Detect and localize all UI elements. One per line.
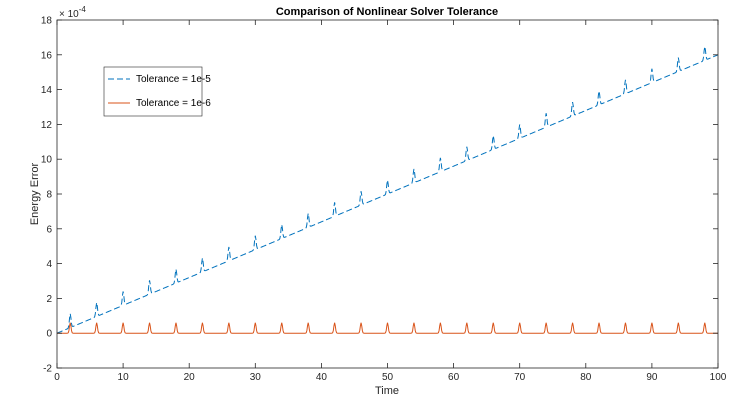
legend-label-tol-1e-5: Tolerance = 1e-5 (136, 74, 211, 85)
chart-title: Comparison of Nonlinear Solver Tolerance (276, 6, 498, 18)
y-tick-label: 4 (46, 259, 52, 270)
legend: Tolerance = 1e-5 Tolerance = 1e-6 (103, 66, 211, 117)
y-tick-label: 12 (41, 120, 53, 131)
series-layer (56, 46, 719, 334)
y-tick-label: 14 (41, 85, 53, 96)
x-tick-label: 60 (448, 372, 460, 383)
x-tick-label: 40 (316, 372, 328, 383)
x-tick-label: 10 (118, 372, 130, 383)
y-exponent-power: -4 (79, 5, 87, 14)
y-tick-label: 18 (41, 16, 53, 27)
x-tick-label: 50 (382, 372, 394, 383)
x-tick-label: 20 (184, 372, 196, 383)
y-tick-label: 10 (41, 155, 53, 166)
legend-box (103, 66, 203, 117)
y-tick-label: -2 (43, 364, 52, 375)
series-line-tol-1e-5 (56, 46, 719, 334)
y-exponent: × 10-4 (59, 5, 86, 20)
x-tick-label: 70 (514, 372, 526, 383)
series-line-tol-1e-6 (57, 322, 718, 334)
x-axis-label: Time (375, 385, 399, 397)
y-axis-label: Energy Error (29, 162, 41, 225)
y-tick-label: 16 (41, 50, 53, 61)
y-exponent-base: × 10 (59, 9, 79, 20)
y-tick-label: 0 (46, 329, 52, 340)
y-tick-label: 8 (46, 190, 52, 201)
y-tick-label: 6 (46, 224, 52, 235)
x-tick-label: 0 (54, 372, 60, 383)
legend-label-tol-1e-6: Tolerance = 1e-6 (136, 98, 211, 109)
x-tick-label: 90 (646, 372, 658, 383)
x-tick-label: 30 (250, 372, 262, 383)
x-tick-label: 100 (710, 372, 727, 383)
x-tick-label: 80 (580, 372, 592, 383)
y-tick-label: 2 (46, 294, 52, 305)
